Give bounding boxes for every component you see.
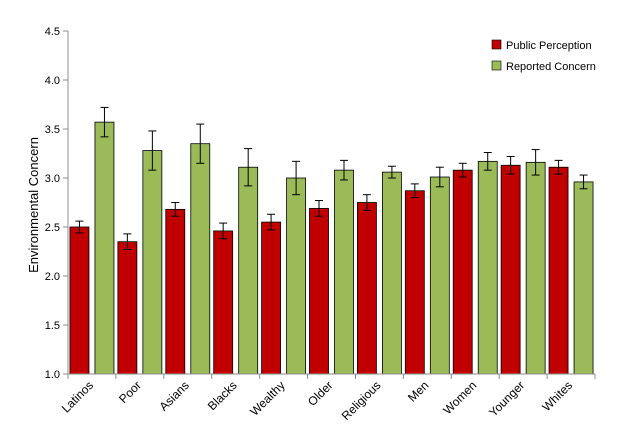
bar-public-perception [452,169,473,375]
x-axis: Latinos Poor Asians Blacks Wealthy Older Relig… [59,373,596,423]
bar-reported-concern [286,177,306,375]
bar-public-perception [500,164,521,375]
y-tick-label: 2.0 [45,271,60,283]
y-tick-label: 1.0 [45,369,60,381]
bar-reported-concern [382,171,402,375]
bar-public-perception [69,226,90,375]
x-category-label: Latinos [59,378,96,415]
x-category-label: Older [305,378,336,409]
bars [69,106,594,375]
x-category-label: Asians [157,378,192,413]
legend-label-public-perception: Public Perception [506,40,592,52]
y-axis-title: Environmental Concern [26,137,41,273]
bar-reported-concern [477,160,498,375]
y-tick-label: 3.0 [45,173,60,185]
bar-reported-concern [190,143,211,375]
bar-public-perception [213,230,234,375]
x-category-label: Poor [116,378,144,406]
legend-swatch-public-perception [491,39,502,50]
x-category-label: Religious [339,378,384,423]
y-tick-label: 1.5 [45,320,60,332]
bar-reported-concern [94,121,115,375]
x-category-label: Men [405,378,431,404]
x-category-label: Wealthy [247,378,287,418]
y-tick-label: 4.0 [45,75,60,87]
bar-reported-concern [142,150,163,375]
legend-swatch-reported-concern [491,60,502,71]
bar-reported-concern [525,161,546,375]
x-category-label: Whites [539,378,575,414]
bar-public-perception [165,208,186,375]
bar-public-perception [357,202,377,375]
x-category-label: Younger [486,378,527,419]
bar-public-perception [404,190,425,375]
bar-public-perception [309,207,329,375]
bar-public-perception [117,241,138,375]
y-tick-label: 4.5 [45,26,60,38]
y-tick-label: 3.5 [45,124,60,136]
x-category-label: Blacks [205,378,240,413]
x-category-label: Women [440,378,479,417]
bar-reported-concern [238,166,259,375]
bar-public-perception [548,166,569,375]
bar-reported-concern [429,176,450,375]
bar-public-perception [261,221,281,375]
y-axis: 1.0 1.5 2.0 2.5 3.0 3.5 4.0 4.5 [45,26,69,381]
legend: Public Perception Reported Concern [491,39,596,73]
bar-reported-concern [334,169,354,375]
legend-label-reported-concern: Reported Concern [506,61,596,73]
bar-reported-concern [573,181,594,375]
y-tick-label: 2.5 [45,222,60,234]
